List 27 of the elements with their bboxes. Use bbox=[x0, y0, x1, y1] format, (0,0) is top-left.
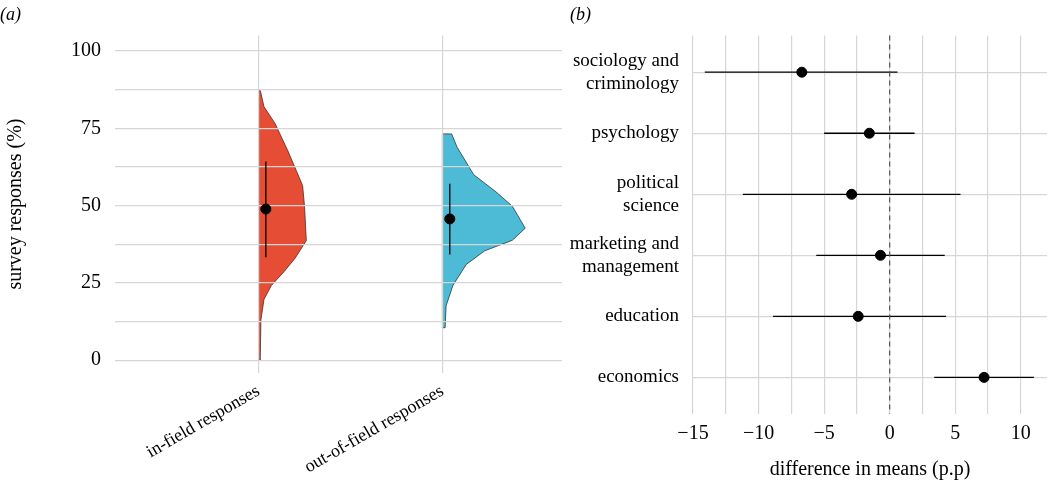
x-tick-label: −5 bbox=[813, 421, 835, 444]
y-tick-label: 0 bbox=[91, 347, 101, 370]
y-tick-label: economics bbox=[597, 365, 679, 387]
y-tick-label: political science bbox=[616, 170, 679, 215]
point bbox=[874, 249, 886, 261]
x-tick-label: 10 bbox=[1010, 421, 1031, 444]
y-tick-label: marketing and management bbox=[569, 231, 680, 276]
y-tick-label: sociology and criminology bbox=[572, 48, 680, 93]
point bbox=[978, 371, 990, 383]
point bbox=[846, 188, 858, 200]
point bbox=[796, 66, 808, 78]
chart-title: (a) bbox=[0, 3, 21, 25]
chart-title: (b) bbox=[570, 3, 591, 25]
y-tick-label: education bbox=[605, 304, 680, 326]
x-tick-label: 5 bbox=[950, 421, 961, 444]
x-tick-label: −10 bbox=[742, 421, 775, 444]
y-axis-title: survey responses (%) bbox=[3, 118, 27, 290]
y-tick-label: 100 bbox=[71, 38, 101, 61]
x-tick-label: 0 bbox=[884, 421, 895, 444]
point bbox=[852, 310, 864, 322]
x-tick-label: −15 bbox=[677, 421, 709, 444]
y-tick-label: 75 bbox=[81, 115, 101, 138]
x-axis-title: difference in means (p.p) bbox=[769, 457, 971, 481]
y-tick-label: psychology bbox=[591, 121, 680, 143]
point bbox=[863, 127, 875, 139]
y-tick-label: 25 bbox=[81, 270, 101, 293]
y-tick-label: 50 bbox=[81, 192, 101, 215]
